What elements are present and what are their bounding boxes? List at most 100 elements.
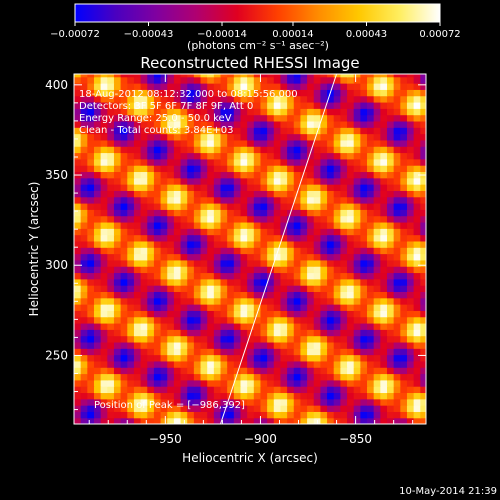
heatmap-cell — [327, 373, 335, 381]
heatmap-cell — [147, 202, 155, 210]
heatmap-cell — [393, 158, 401, 166]
heatmap-cell — [247, 101, 255, 109]
heatmap-cell — [187, 108, 195, 116]
heatmap-cell — [160, 209, 168, 217]
heatmap-cell — [347, 335, 355, 343]
heatmap-cell — [200, 297, 208, 305]
heatmap-cell — [240, 310, 248, 318]
heatmap-cell — [340, 228, 348, 236]
heatmap-cell — [227, 108, 235, 116]
heatmap-cell — [120, 354, 128, 362]
heatmap-cell — [313, 272, 321, 280]
heatmap-cell — [140, 146, 148, 154]
heatmap-cell — [153, 202, 162, 210]
heatmap-cell — [187, 335, 195, 343]
heatmap-cell — [253, 341, 262, 349]
heatmap-cell — [333, 411, 341, 419]
heatmap-cell — [147, 76, 155, 84]
heatmap-cell — [74, 83, 82, 90]
heatmap-cell — [413, 89, 421, 97]
heatmap-cell — [140, 398, 148, 406]
heatmap-cell — [247, 171, 255, 179]
heatmap-cell — [160, 221, 168, 229]
heatmap-cell — [420, 386, 426, 394]
heatmap-cell — [353, 253, 361, 261]
heatmap-cell — [247, 398, 255, 406]
heatmap-cell — [220, 354, 228, 362]
heatmap-cell — [233, 247, 242, 255]
heatmap-cell — [180, 291, 188, 299]
heatmap-cell — [340, 386, 348, 394]
heatmap-cell — [267, 196, 275, 204]
heatmap-cell — [120, 379, 128, 387]
heatmap-cell — [107, 316, 115, 324]
heatmap-cell — [373, 234, 381, 242]
heatmap-cell — [227, 209, 235, 217]
heatmap-cell — [327, 202, 335, 210]
heatmap-cell — [360, 360, 368, 368]
heatmap-cell — [193, 247, 202, 255]
heatmap-cell — [307, 177, 315, 185]
heatmap-cell — [293, 177, 302, 185]
heatmap-cell — [373, 379, 381, 387]
heatmap-cell — [213, 221, 222, 229]
colorbar-tick-label: −0.00072 — [50, 29, 100, 40]
heatmap-cell — [140, 373, 148, 381]
heatmap-cell — [400, 89, 408, 97]
heatmap-cell — [173, 304, 182, 311]
heatmap-cell — [340, 398, 348, 406]
heatmap-cell — [406, 114, 415, 122]
heatmap-cell — [380, 202, 388, 210]
heatmap-cell — [287, 228, 295, 236]
heatmap-cell — [180, 184, 188, 191]
heatmap-cell — [313, 234, 321, 242]
heatmap-cell — [167, 228, 175, 236]
heatmap-cell — [300, 152, 308, 160]
heatmap-cell — [267, 259, 275, 267]
heatmap-cell — [107, 215, 115, 223]
heatmap-cell — [180, 297, 188, 305]
heatmap-cell — [373, 171, 381, 179]
heatmap-cell — [213, 411, 222, 419]
heatmap-cell — [140, 253, 148, 261]
heatmap-cell — [233, 215, 242, 223]
heatmap-cell — [127, 234, 135, 242]
heatmap-cell — [127, 146, 135, 154]
heatmap-cell — [380, 278, 388, 286]
heatmap-cell — [133, 335, 142, 343]
heatmap-cell — [327, 354, 335, 362]
heatmap-cell — [207, 240, 215, 248]
heatmap-cell — [273, 297, 282, 305]
heatmap-cell — [420, 259, 426, 267]
heatmap-cell — [200, 417, 208, 424]
heatmap-cell — [100, 341, 108, 349]
heatmap-cell — [180, 74, 188, 78]
heatmap-cell — [340, 184, 348, 191]
heatmap-cell — [93, 196, 102, 204]
heatmap-cell — [373, 360, 381, 368]
heatmap-cell — [167, 184, 175, 191]
heatmap-cell — [140, 139, 148, 147]
heatmap-cell — [267, 190, 275, 198]
heatmap-cell — [87, 152, 95, 160]
heatmap-cell — [153, 398, 162, 406]
heatmap-cell — [300, 398, 308, 406]
heatmap-cell — [373, 196, 381, 204]
heatmap-cell — [233, 348, 242, 356]
heatmap-cell — [307, 89, 315, 97]
heatmap-cell — [273, 386, 282, 394]
heatmap-cell — [367, 215, 375, 223]
heatmap-cell — [406, 101, 415, 109]
heatmap-cell — [386, 228, 395, 236]
heatmap-cell — [220, 266, 228, 274]
heatmap-cell — [207, 310, 215, 318]
heatmap-cell — [320, 348, 328, 356]
heatmap-cell — [273, 379, 282, 387]
heatmap-cell — [220, 74, 228, 78]
heatmap-cell — [200, 202, 208, 210]
heatmap-cell — [180, 398, 188, 406]
heatmap-cell — [240, 379, 248, 387]
heatmap-cell — [113, 108, 122, 116]
heatmap-cell — [293, 74, 302, 78]
heatmap-cell — [133, 120, 142, 128]
